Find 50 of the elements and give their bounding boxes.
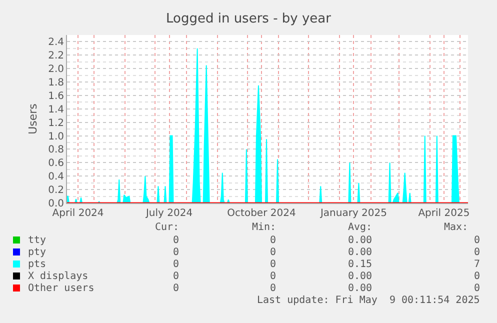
x-tick-label: April 2024	[52, 208, 104, 219]
text: 0	[270, 235, 276, 246]
text: 0	[173, 283, 180, 294]
text: Avg:	[348, 222, 372, 233]
y-tick-label: 0.4	[48, 172, 64, 183]
text: 0.00	[348, 235, 372, 246]
text: 0.00	[348, 283, 372, 294]
text: Min:	[252, 222, 276, 233]
text: 0.15	[348, 259, 372, 270]
text: 0	[173, 259, 180, 270]
text: 0	[270, 259, 276, 270]
legend-label: tty	[28, 235, 46, 246]
text: 0	[474, 283, 480, 294]
x-tick-label: April 2025	[418, 208, 470, 219]
y-tick-label: 1.0	[48, 131, 64, 142]
text: Last update: Fri May 9 00:11:54 2025	[257, 295, 480, 306]
text: Max:	[444, 222, 468, 233]
text: 0	[173, 247, 180, 258]
y-tick-label: 0.0	[48, 198, 64, 210]
y-tick-label: 2.2	[48, 50, 64, 62]
legend-label: Other users	[28, 283, 94, 294]
x-tick-label: October 2024	[227, 208, 296, 219]
y-tick-label: 1.8	[48, 78, 64, 89]
legend-label: pts	[28, 259, 46, 270]
y-tick-label: 1.4	[48, 104, 64, 116]
y-tick-label: 2.0	[48, 64, 64, 76]
y-tick-label: 0.8	[48, 144, 64, 156]
y-tick-label: 0.6	[48, 158, 64, 170]
text: 0	[173, 235, 180, 246]
text: 0	[270, 247, 276, 258]
text: 7	[474, 259, 480, 270]
y-axis-title: Users	[26, 103, 40, 134]
chart-title: Logged in users - by year	[166, 12, 332, 27]
y-tick-label: 2.4	[48, 37, 64, 48]
text: 0	[173, 271, 180, 282]
text: 0	[474, 235, 480, 246]
text: Cur:	[155, 222, 180, 233]
legend-label: pty	[28, 247, 46, 258]
x-tick-label: January 2025	[319, 208, 387, 219]
text: 0	[270, 283, 276, 294]
text: 0.00	[348, 271, 372, 282]
y-tick-label: 1.6	[48, 90, 64, 102]
x-tick-label: July 2024	[144, 208, 193, 219]
y-tick-label: 1.2	[48, 118, 64, 129]
text: 0.00	[348, 247, 372, 258]
text: 0	[474, 247, 480, 258]
y-tick-label: 0.2	[48, 185, 64, 196]
text: 0	[270, 271, 276, 282]
text: 0	[474, 271, 480, 282]
legend-label: X displays	[28, 271, 88, 282]
